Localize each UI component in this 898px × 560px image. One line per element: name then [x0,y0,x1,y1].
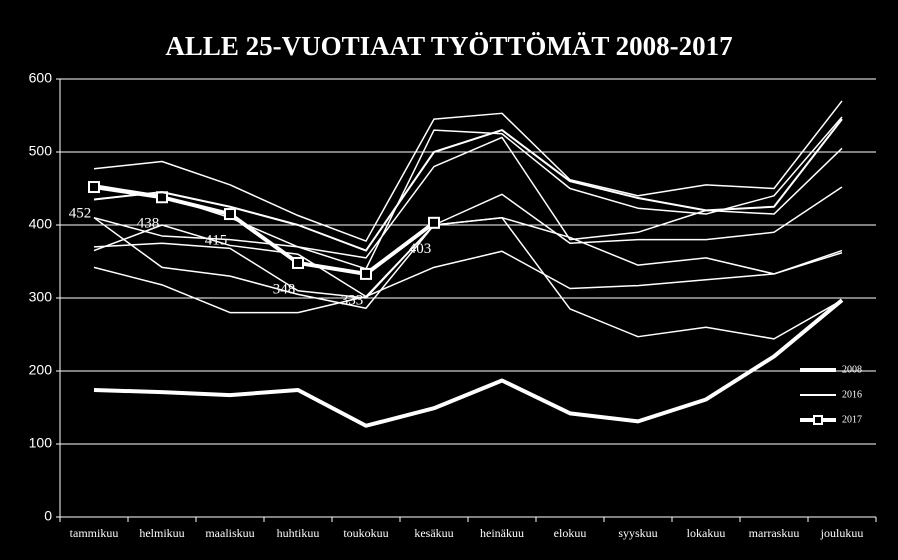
x-tick-label: kesäkuu [414,526,453,540]
legend-label: 2008 [842,364,862,375]
x-tick-label: huhtikuu [277,526,320,540]
legend-marker [813,415,823,425]
series-line [93,100,843,242]
y-tick-label: 300 [29,289,53,305]
point-marker [88,181,100,194]
y-tick-label: 600 [29,70,53,86]
series-line [93,186,843,299]
y-tick-label: 400 [29,216,53,232]
series-line [93,118,843,252]
point-marker [292,256,304,269]
x-tick-label: tammikuu [70,526,119,540]
data-label: 348 [273,281,296,297]
x-tick-label: heinäkuu [480,526,524,540]
x-tick-label: lokakuu [687,526,726,540]
y-tick-label: 200 [29,362,53,378]
y-tick-label: 100 [29,435,53,451]
x-tick-label: syyskuu [618,526,657,540]
chart-title: ALLE 25-VUOTIAAT TYÖTTÖMÄT 2008-2017 [165,31,732,61]
series-line [93,298,844,428]
y-tick-label: 0 [44,508,52,524]
x-tick-label: maaliskuu [205,526,254,540]
point-marker [224,208,236,221]
series-line [93,216,843,298]
data-label: 452 [69,205,92,221]
point-marker [428,216,440,229]
legend-label: 2016 [842,389,862,400]
x-tick-label: marraskuu [749,526,800,540]
x-tick-label: helmikuu [139,526,184,540]
data-label: 333 [341,292,364,308]
data-label: 403 [409,241,432,257]
x-tick-label: joulukuu [820,526,864,540]
legend-label: 2017 [842,414,862,425]
data-label: 415 [205,232,228,248]
point-marker [360,267,372,280]
x-tick-label: toukokuu [343,526,388,540]
series-line [93,185,436,276]
series-line [93,250,843,314]
y-tick-label: 500 [29,143,53,159]
data-label: 438 [137,216,160,232]
series-line [93,116,843,270]
x-tick-label: elokuu [554,526,587,540]
